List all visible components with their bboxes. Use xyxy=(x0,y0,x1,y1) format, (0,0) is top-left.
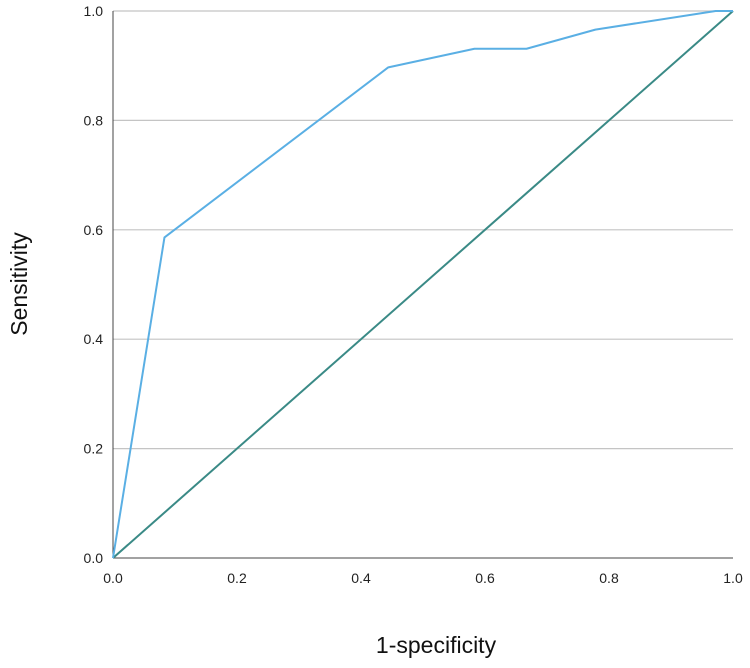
y-tick-label: 0.6 xyxy=(84,222,104,238)
x-tick-label: 0.8 xyxy=(599,570,619,586)
y-tick-label: 1.0 xyxy=(84,3,104,19)
x-tick-label: 0.6 xyxy=(475,570,495,586)
y-axis-title: Sensitivity xyxy=(6,232,32,336)
y-tick-label: 0.8 xyxy=(84,112,104,128)
tick-labels: 0.0 0.2 0.4 0.6 0.8 1.0 0.0 0.2 0.4 0.6 0.8 1.0 xyxy=(84,3,743,586)
y-tick-label: 0.2 xyxy=(84,441,104,457)
x-axis-title: 1-specificity xyxy=(376,632,497,658)
y-tick-label: 0.0 xyxy=(84,550,104,566)
axes xyxy=(112,11,733,559)
roc-curve-line xyxy=(112,10,733,559)
reference-diagonal-line xyxy=(112,10,734,559)
y-tick-label: 0.4 xyxy=(84,331,104,347)
x-tick-label: 0.2 xyxy=(227,570,247,586)
gridlines xyxy=(113,10,733,450)
x-tick-label: 0.4 xyxy=(351,570,371,586)
series xyxy=(112,10,734,559)
x-tick-label: 0.0 xyxy=(103,570,123,586)
x-tick-label: 1.0 xyxy=(723,570,743,586)
